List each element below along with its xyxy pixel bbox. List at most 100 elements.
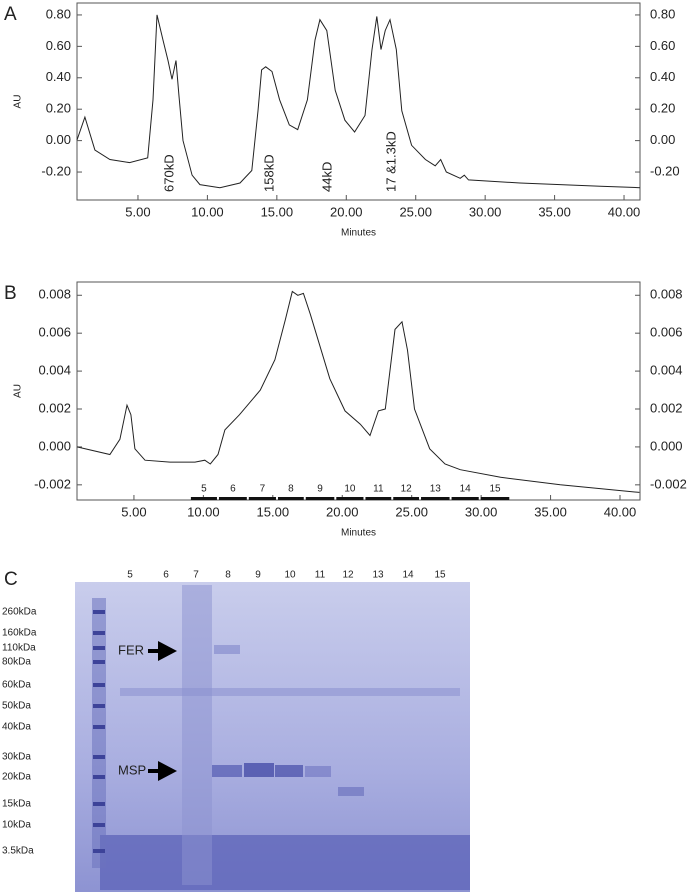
y2-tick-label: 0.002	[650, 400, 683, 415]
y2-tick-label: 0.80	[650, 6, 675, 21]
fraction-bar	[218, 497, 247, 500]
x-tick-label: 35.00	[538, 204, 571, 219]
fraction-label: 13	[430, 484, 442, 495]
x-tick-label: 40.00	[608, 204, 641, 219]
peak-annotation: 158kD	[261, 154, 276, 192]
ladder-band	[93, 610, 105, 614]
y2-tick-label: 0.60	[650, 38, 675, 53]
fraction-label: 14	[460, 484, 472, 495]
y-tick-label: 0.004	[38, 363, 71, 378]
fraction-bar	[305, 497, 335, 500]
y-tick-label: -0.002	[34, 476, 71, 491]
x-tick-label: 40.00	[604, 504, 637, 519]
panel-label: A	[4, 4, 17, 25]
fraction-label: 7	[260, 484, 266, 495]
fraction-label: 10	[344, 484, 356, 495]
y-tick-label: 0.006	[38, 325, 71, 340]
peak-annotation: 670kD	[161, 154, 176, 192]
x-tick-label: 30.00	[469, 204, 502, 219]
x-tick-label: 35.00	[534, 504, 567, 519]
lane-label: 8	[225, 570, 231, 581]
x-tick-label: 5.00	[125, 204, 150, 219]
y-tick-label: 0.40	[46, 69, 71, 84]
fraction-label: 15	[489, 484, 501, 495]
plot-frame	[76, 2, 641, 201]
x-tick-label: 15.00	[257, 504, 290, 519]
panel-label: C	[4, 569, 18, 590]
ladder-band	[93, 849, 105, 853]
fraction-bar	[190, 497, 217, 500]
ladder-band	[93, 683, 105, 687]
marker-label: 80kDa	[2, 657, 31, 668]
lane-label: 9	[255, 570, 261, 581]
fraction-label: 12	[401, 484, 413, 495]
gel-image	[75, 582, 470, 892]
arrow-label: MSP	[118, 762, 146, 777]
lane-label: 13	[372, 570, 384, 581]
marker-label: 30kDa	[2, 752, 31, 763]
y-tick-label: 0.60	[46, 38, 71, 53]
fraction-bar	[336, 497, 364, 500]
x-tick-label: 30.00	[465, 504, 498, 519]
y-tick-label: 0.008	[38, 287, 71, 302]
marker-label: 160kDa	[2, 628, 37, 639]
plot-frame	[76, 281, 641, 501]
ladder-band	[93, 660, 105, 664]
y-tick-label: 0.000	[38, 438, 71, 453]
marker-label: 15kDa	[2, 799, 31, 810]
x-axis-label: Minutes	[341, 228, 376, 239]
fraction-bar	[365, 497, 392, 500]
ladder-band	[93, 823, 105, 827]
lane-label: 6	[163, 570, 169, 581]
marker-label: 50kDa	[2, 701, 31, 712]
x-axis-label: Minutes	[341, 528, 376, 539]
x-tick-label: 20.00	[326, 504, 359, 519]
y2-tick-label: 0.20	[650, 101, 675, 116]
fraction-label: 9	[317, 484, 323, 495]
ladder-band	[93, 775, 105, 779]
lane-label: 5	[127, 570, 133, 581]
fraction-bar	[451, 497, 479, 500]
marker-label: 3.5kDa	[2, 846, 34, 857]
lane-label: 15	[434, 570, 446, 581]
lane-label: 14	[402, 570, 414, 581]
arrow-label: FER	[118, 642, 144, 657]
y2-tick-label: 0.40	[650, 69, 675, 84]
y-axis-label: AU	[13, 384, 24, 398]
marker-label: 260kDa	[2, 607, 37, 618]
y-tick-label: 0.00	[46, 132, 71, 147]
peak-annotation: 44kD	[319, 162, 334, 192]
trace	[76, 14, 641, 189]
x-tick-label: 15.00	[261, 204, 294, 219]
x-tick-label: 10.00	[187, 504, 220, 519]
fraction-label: 5	[201, 484, 207, 495]
y2-tick-label: 0.00	[650, 132, 675, 147]
ladder-band	[93, 755, 105, 759]
ladder-band	[93, 631, 105, 635]
y2-tick-label: 0.008	[650, 287, 683, 302]
marker-label: 60kDa	[2, 680, 31, 691]
x-tick-label: 5.00	[121, 504, 146, 519]
fraction-label: 8	[288, 484, 294, 495]
lane-label: 11	[315, 570, 326, 581]
lane-label: 12	[342, 570, 354, 581]
fraction-bar	[248, 497, 276, 500]
marker-label: 110kDa	[2, 643, 36, 654]
trace	[76, 290, 640, 493]
fraction-label: 11	[373, 484, 384, 495]
y-axis-label: AU	[13, 95, 24, 109]
ladder-band	[93, 725, 105, 729]
peak-annotation: 17 &1.3kD	[383, 131, 398, 192]
x-tick-label: 25.00	[395, 504, 428, 519]
x-tick-label: 20.00	[330, 204, 363, 219]
panel-label: B	[4, 283, 17, 304]
y2-tick-label: -0.002	[650, 476, 687, 491]
x-tick-label: 25.00	[399, 204, 432, 219]
x-tick-label: 10.00	[191, 204, 224, 219]
lane-label: 7	[193, 570, 199, 581]
y2-tick-label: 0.000	[650, 438, 683, 453]
y-tick-label: 0.20	[46, 101, 71, 116]
arrow-head	[158, 641, 177, 661]
